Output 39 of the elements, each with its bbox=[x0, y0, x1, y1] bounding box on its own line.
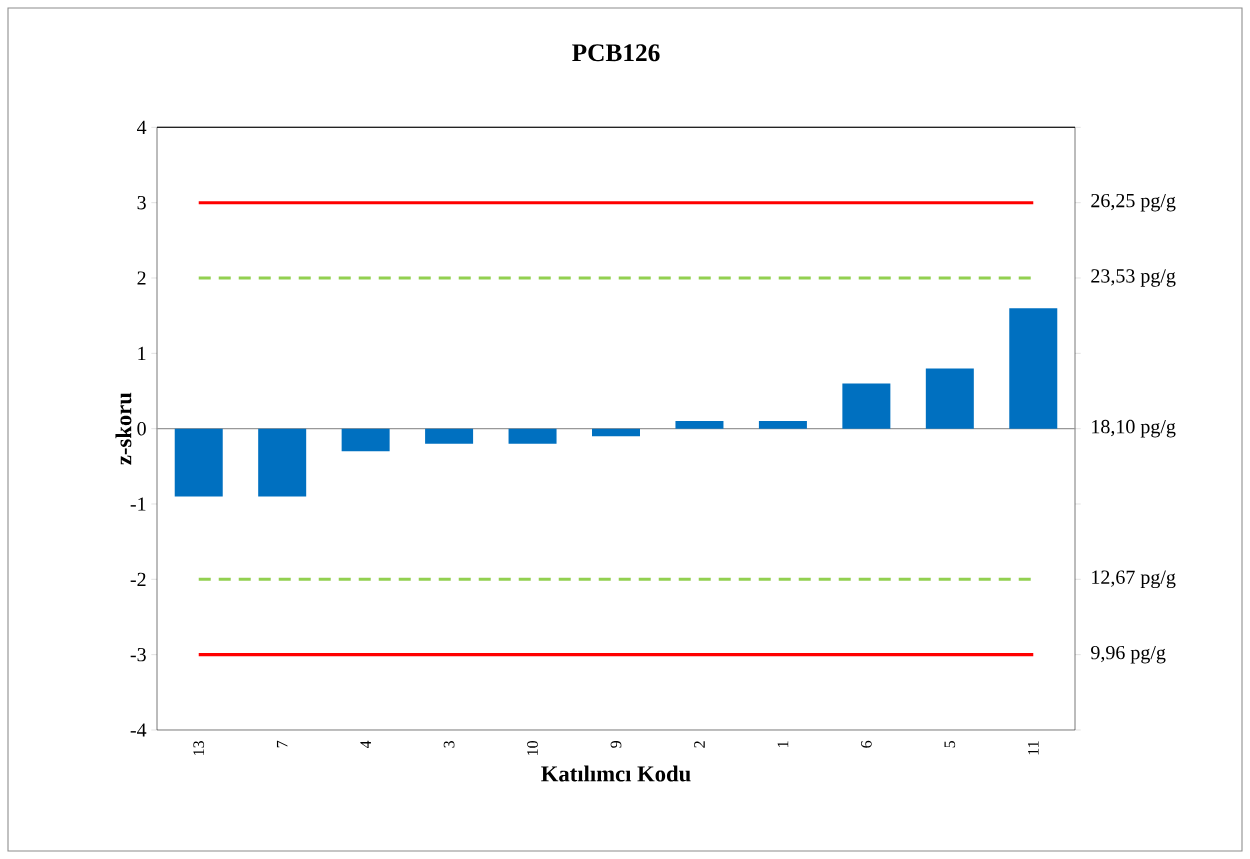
bar bbox=[758, 421, 807, 429]
bar bbox=[1009, 308, 1058, 429]
x-tick-label: 6 bbox=[860, 740, 872, 748]
y-axis-title: z-skoru bbox=[115, 392, 132, 465]
y-tick-label: -2 bbox=[130, 572, 146, 586]
bar bbox=[675, 421, 724, 429]
ref-line-label: 26,25 pg/g bbox=[1091, 193, 1176, 212]
bar bbox=[425, 428, 474, 444]
bar bbox=[592, 428, 640, 437]
x-tick-label: 3 bbox=[443, 741, 455, 748]
y-tick-label: 2 bbox=[137, 271, 146, 285]
bar bbox=[842, 383, 891, 429]
ref-line-label: 23,53 pg/g bbox=[1091, 269, 1176, 287]
y-tick-label: 4 bbox=[137, 120, 147, 134]
x-tick-label: 5 bbox=[944, 741, 956, 748]
y-tick-label: -4 bbox=[130, 723, 147, 737]
bar bbox=[258, 428, 307, 497]
chart-title: PCB126 bbox=[572, 44, 660, 62]
x-tick-label: 7 bbox=[276, 740, 288, 748]
x-tick-label: 4 bbox=[360, 740, 371, 749]
y-tick-label: 3 bbox=[137, 195, 146, 210]
ref-line-label: 12,67 pg/g bbox=[1092, 570, 1176, 589]
ref-line-label: 9,96 pg/g bbox=[1091, 645, 1166, 664]
x-tick-label: 1 bbox=[777, 741, 789, 747]
bar bbox=[341, 428, 390, 452]
y-tick-label: -1 bbox=[130, 497, 146, 511]
y-tick-label: -3 bbox=[130, 647, 146, 662]
y-tick-label: 1 bbox=[138, 346, 146, 360]
bar bbox=[925, 368, 974, 429]
text: 18,10 pg/g bbox=[1092, 419, 1176, 438]
bar bbox=[174, 428, 223, 497]
y-tick-label: 0 bbox=[137, 421, 146, 436]
x-tick-label: 2 bbox=[694, 741, 705, 748]
x-tick-label: 11 bbox=[1028, 741, 1039, 755]
x-tick-label: 10 bbox=[527, 741, 538, 755]
bar bbox=[508, 428, 557, 444]
x-tick-label: 13 bbox=[193, 741, 205, 755]
x-tick-label: 9 bbox=[610, 741, 622, 748]
x-axis-title: Katılımcı Kodu bbox=[541, 765, 691, 782]
